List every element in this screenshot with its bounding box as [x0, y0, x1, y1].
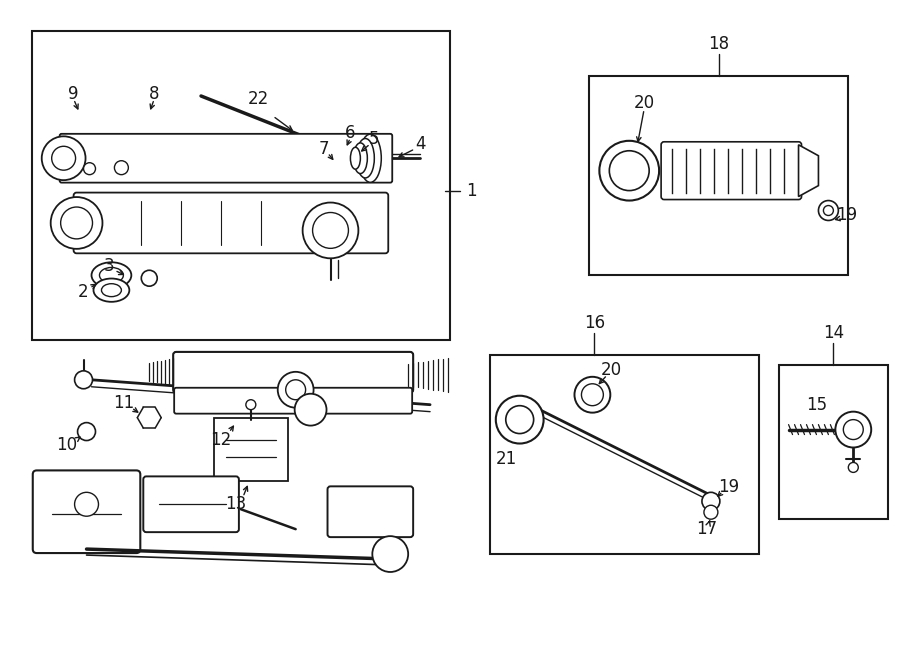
Circle shape [312, 212, 348, 249]
Circle shape [77, 422, 95, 440]
FancyBboxPatch shape [74, 192, 388, 253]
Circle shape [581, 384, 603, 406]
Bar [490, 355, 759, 554]
Text: 17: 17 [697, 520, 717, 538]
FancyBboxPatch shape [32, 471, 140, 553]
Text: 14: 14 [823, 324, 844, 342]
Circle shape [496, 396, 544, 444]
FancyBboxPatch shape [143, 477, 238, 532]
Text: 2: 2 [78, 283, 89, 301]
Text: 5: 5 [369, 130, 380, 148]
Circle shape [51, 146, 76, 170]
Ellipse shape [354, 143, 367, 174]
Polygon shape [798, 145, 818, 196]
Circle shape [824, 206, 833, 215]
Circle shape [702, 492, 720, 510]
FancyBboxPatch shape [175, 388, 412, 414]
Text: 8: 8 [149, 85, 159, 103]
FancyBboxPatch shape [173, 352, 413, 393]
Text: 19: 19 [836, 206, 857, 225]
Circle shape [75, 371, 93, 389]
Circle shape [50, 197, 103, 249]
Ellipse shape [102, 284, 122, 297]
FancyBboxPatch shape [328, 486, 413, 537]
Text: 20: 20 [634, 94, 654, 112]
Bar [778, 365, 888, 519]
Circle shape [704, 505, 718, 519]
Ellipse shape [356, 139, 374, 178]
Text: 4: 4 [415, 135, 426, 153]
Circle shape [41, 136, 86, 180]
Text: 16: 16 [584, 314, 605, 332]
Text: 6: 6 [346, 124, 356, 142]
Text: 11: 11 [112, 394, 134, 412]
Circle shape [84, 163, 95, 175]
Bar [590, 76, 849, 275]
Circle shape [599, 141, 659, 200]
Circle shape [506, 406, 534, 434]
Circle shape [302, 202, 358, 258]
Text: 12: 12 [211, 430, 231, 449]
Text: 13: 13 [225, 495, 247, 514]
Text: 1: 1 [466, 182, 477, 200]
Circle shape [849, 463, 859, 473]
Text: 19: 19 [718, 479, 740, 496]
Ellipse shape [350, 147, 360, 169]
Ellipse shape [100, 268, 123, 283]
Circle shape [75, 492, 98, 516]
Circle shape [818, 200, 839, 221]
Ellipse shape [359, 134, 382, 182]
Circle shape [574, 377, 610, 412]
Circle shape [609, 151, 649, 190]
FancyBboxPatch shape [662, 142, 802, 200]
Text: 3: 3 [104, 257, 114, 275]
Circle shape [373, 536, 409, 572]
Circle shape [114, 161, 129, 175]
Circle shape [141, 270, 158, 286]
Circle shape [278, 372, 313, 408]
Circle shape [246, 400, 256, 410]
Text: 7: 7 [319, 139, 328, 158]
Text: 15: 15 [806, 396, 827, 414]
Circle shape [285, 380, 306, 400]
FancyBboxPatch shape [59, 134, 392, 182]
Circle shape [60, 207, 93, 239]
Text: 10: 10 [56, 436, 77, 453]
Text: 9: 9 [68, 85, 79, 103]
Ellipse shape [94, 278, 130, 302]
Text: 20: 20 [601, 361, 622, 379]
Text: 22: 22 [248, 90, 269, 108]
Circle shape [294, 394, 327, 426]
Circle shape [835, 412, 871, 447]
Text: 21: 21 [496, 450, 518, 469]
Text: 18: 18 [708, 35, 729, 53]
Circle shape [843, 420, 863, 440]
FancyBboxPatch shape [214, 418, 288, 481]
Ellipse shape [92, 262, 131, 288]
Bar [32, 31, 450, 340]
